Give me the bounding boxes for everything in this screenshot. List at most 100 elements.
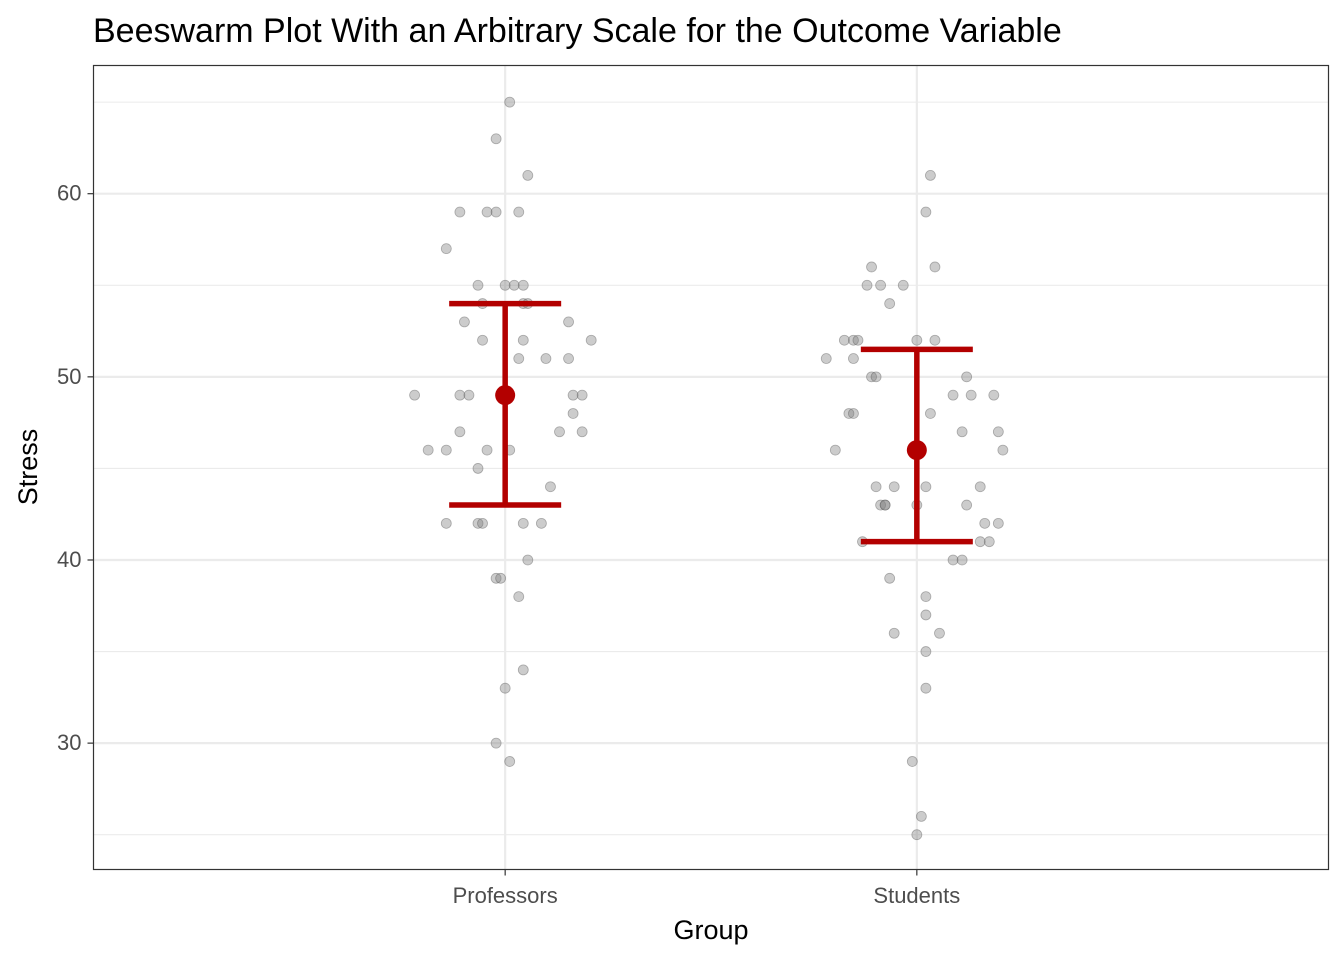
data-point [422,444,434,456]
data-point [888,481,900,493]
y-tick-label: 50 [57,364,81,389]
data-point [875,279,887,291]
data-point [920,206,932,218]
data-point [888,627,900,639]
data-point [545,481,556,493]
data-point [929,261,941,273]
data-point [517,664,529,676]
x-axis-title: Group [673,915,748,945]
data-point [563,353,574,364]
data-point [535,517,547,529]
data-point [517,517,529,529]
mean-point [906,440,927,461]
data-point [897,279,909,291]
data-point [490,206,502,218]
data-points [409,96,1009,841]
data-point [884,298,896,309]
data-point [956,554,968,566]
data-point [961,499,973,511]
data-point [983,536,995,548]
y-tick-label: 30 [57,730,81,755]
data-point [866,371,877,383]
data-point [463,389,475,401]
data-point [490,133,502,145]
data-point [848,334,859,346]
data-point [477,334,488,346]
data-point [843,408,855,419]
data-point [911,334,923,346]
grid-lines [93,65,1329,870]
data-point [920,609,932,621]
data-point [920,481,932,493]
data-point [866,261,877,273]
y-axis-title: Stress [13,429,43,506]
data-point [522,554,534,566]
data-point [992,517,1004,529]
data-point [997,444,1009,456]
data-point [961,371,973,383]
data-point [861,279,873,291]
data-point [585,334,597,346]
data-point [576,426,588,438]
data-point [409,389,421,401]
data-point [848,408,859,419]
data-point [947,554,959,566]
data-point [504,96,516,108]
data-point [490,737,502,749]
data-point [870,481,882,493]
data-point [906,756,918,767]
y-tick-label: 40 [57,547,81,572]
data-point [472,279,484,291]
summary-intervals [449,300,973,545]
data-point [454,206,466,218]
data-point [875,499,887,511]
x-axis: Professors Students [453,869,960,908]
data-point [513,353,525,364]
data-point [956,426,968,438]
data-point [563,316,574,328]
data-point [947,389,959,401]
data-point [974,481,986,493]
data-point [567,389,579,401]
data-point [879,499,891,511]
data-point [838,334,850,346]
data-point [477,517,488,529]
data-point [820,353,832,364]
data-point [974,536,986,548]
data-point [870,371,882,383]
data-point [852,334,864,346]
data-point [517,334,529,346]
data-point [513,591,525,603]
data-point [915,810,927,822]
data-point [920,591,932,603]
data-point [965,389,977,401]
data-point [884,572,896,584]
data-point [848,353,859,364]
chart-title: Beeswarm Plot With an Arbitrary Scale fo… [93,12,1062,50]
data-point [920,682,932,694]
data-point [508,279,520,291]
data-point [934,627,945,639]
y-tick-label: 60 [57,181,81,206]
data-point [567,408,579,419]
data-point [490,572,502,584]
data-point [554,426,565,438]
data-point [879,499,891,511]
data-point [499,682,511,694]
data-point [925,408,936,419]
data-point [472,517,484,529]
data-point [829,444,841,456]
data-point [440,243,452,255]
data-point [911,829,923,841]
data-point [454,426,466,438]
data-point [540,353,552,364]
data-point [979,517,991,529]
data-point [440,517,452,529]
data-point [499,279,511,291]
data-point [988,389,1000,401]
data-point [517,279,529,291]
data-point [992,426,1004,438]
data-point [929,334,941,346]
data-point [522,169,534,181]
data-point [454,389,466,401]
